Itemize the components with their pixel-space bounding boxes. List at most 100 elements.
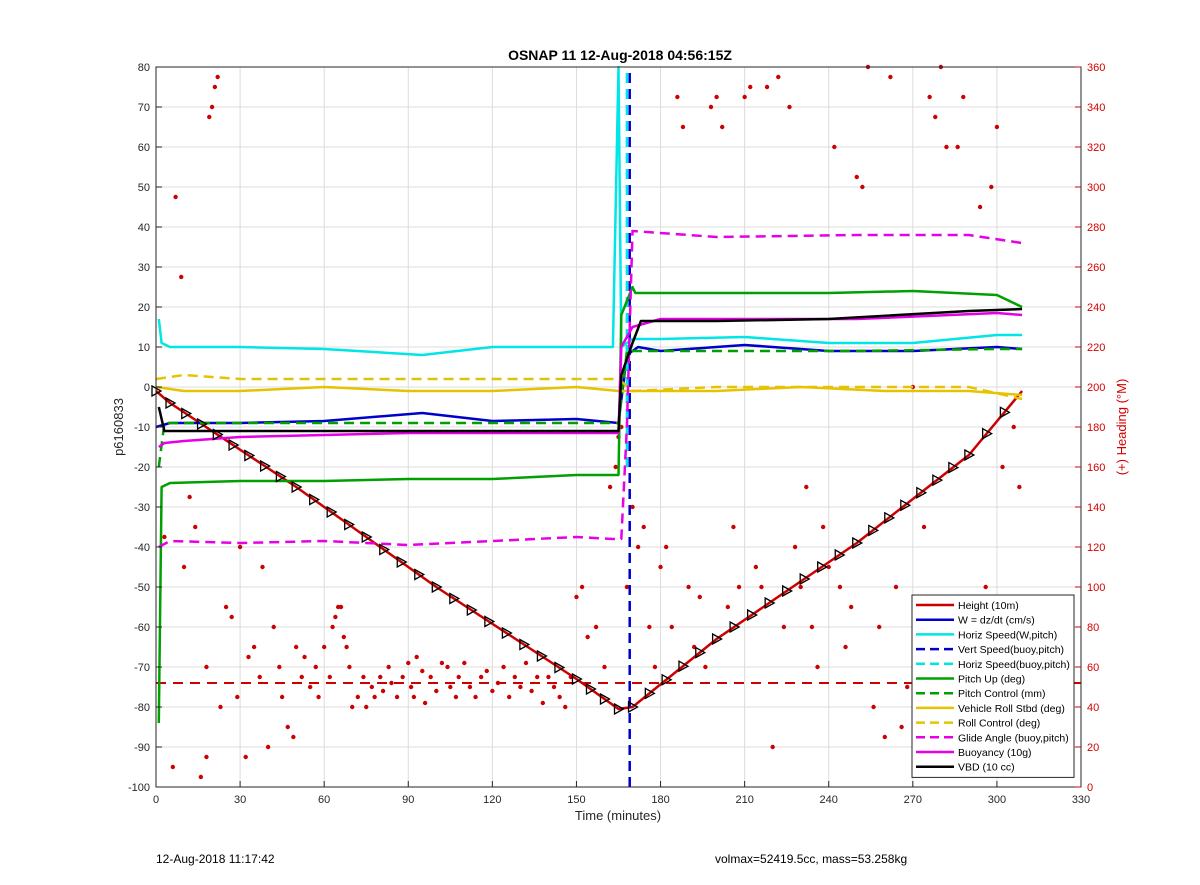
height-marker bbox=[326, 505, 338, 519]
heading-point bbox=[246, 654, 251, 660]
legend-label: Glide Angle (buoy,pitch) bbox=[958, 732, 1069, 744]
height-marker bbox=[782, 584, 794, 598]
heading-point bbox=[361, 674, 366, 680]
legend-label: Pitch Up (deg) bbox=[958, 674, 1025, 686]
legend-label: Vert Speed(buoy,pitch) bbox=[958, 644, 1064, 656]
footer-mass-info: volmax=52419.5cc, mass=53.258kg bbox=[715, 852, 908, 866]
heading-point bbox=[170, 764, 176, 770]
legend-box bbox=[911, 594, 1075, 778]
heading-point bbox=[291, 734, 296, 740]
height-marker bbox=[379, 543, 391, 556]
heading-point bbox=[518, 684, 523, 690]
height-marker bbox=[916, 486, 928, 499]
heading-point bbox=[736, 584, 742, 590]
heading-point bbox=[764, 84, 770, 90]
y-tick-label: -90 bbox=[134, 742, 150, 754]
heading-point bbox=[235, 694, 240, 700]
heading-point bbox=[414, 654, 419, 660]
heading-point bbox=[187, 494, 192, 500]
height-marker bbox=[729, 620, 741, 634]
heading-point bbox=[501, 664, 506, 670]
heading-point bbox=[467, 684, 473, 690]
y-tick-label: -30 bbox=[134, 502, 150, 514]
heading-point bbox=[428, 674, 433, 680]
heading-point bbox=[406, 660, 411, 666]
heading-point bbox=[251, 644, 257, 650]
series-lines bbox=[155, 65, 1081, 787]
heading-point bbox=[748, 84, 753, 90]
heading-point bbox=[506, 694, 512, 700]
heading-point bbox=[380, 688, 386, 694]
heading-point bbox=[1017, 484, 1022, 490]
heading-point bbox=[607, 484, 613, 490]
heading-point bbox=[277, 664, 282, 670]
heading-point bbox=[330, 624, 335, 630]
heading-point bbox=[675, 94, 680, 100]
heading-point bbox=[613, 464, 618, 470]
x-tick-label: 300 bbox=[988, 794, 1006, 806]
heading-point bbox=[355, 694, 361, 700]
heading-point bbox=[787, 104, 792, 110]
height-marker bbox=[948, 461, 960, 474]
heading-point bbox=[574, 594, 579, 600]
heading-point bbox=[635, 544, 641, 550]
y2-tick-label: 360 bbox=[1087, 62, 1105, 74]
heading-point bbox=[321, 644, 327, 650]
legend: Height (10m) W = dz/dt (cm/s) Horiz Speed(… bbox=[911, 594, 1075, 778]
x-tick-label: 0 bbox=[153, 794, 159, 806]
heading-point bbox=[593, 624, 599, 630]
x-tick-label: 120 bbox=[483, 794, 501, 806]
heading-point bbox=[204, 664, 209, 670]
heading-point bbox=[439, 660, 445, 666]
legend-label: Height (10m) bbox=[958, 600, 1019, 612]
chart-title: OSNAP 11 12-Aug-2018 04:56:15Z bbox=[508, 47, 732, 63]
heading-point bbox=[420, 668, 425, 674]
y2-axis-label: (+) Heading (°M) bbox=[1114, 379, 1129, 476]
heading-point bbox=[400, 674, 405, 680]
heading-point bbox=[408, 684, 414, 690]
heading-point bbox=[977, 204, 983, 210]
height-marker bbox=[536, 649, 548, 663]
heading-point bbox=[652, 664, 658, 670]
height-marker bbox=[275, 470, 287, 483]
height-marker bbox=[834, 548, 846, 562]
y2-tick-label: 240 bbox=[1087, 302, 1105, 314]
height-marker bbox=[817, 560, 829, 574]
heading-point bbox=[641, 524, 646, 530]
heading-point bbox=[792, 544, 798, 550]
height-marker bbox=[449, 592, 461, 605]
legend-label: Vehicle Roll Stbd (deg) bbox=[958, 703, 1065, 715]
heading-point bbox=[854, 174, 859, 180]
height-marker bbox=[228, 438, 240, 452]
y2-tick-label: 80 bbox=[1087, 622, 1099, 634]
heading-point bbox=[624, 584, 630, 590]
height-marker bbox=[900, 499, 912, 512]
heading-point bbox=[162, 534, 167, 540]
heading-point bbox=[313, 664, 318, 670]
heading-point bbox=[181, 564, 187, 570]
heading-point bbox=[378, 674, 383, 680]
y2-tick-label: 320 bbox=[1087, 142, 1105, 154]
height-marker bbox=[244, 449, 256, 462]
height-marker bbox=[466, 603, 478, 617]
height-marker bbox=[627, 700, 639, 714]
heading-point bbox=[389, 680, 394, 686]
heading-point bbox=[579, 584, 585, 590]
height-marker bbox=[711, 632, 723, 646]
heading-point bbox=[882, 734, 887, 740]
height-marker bbox=[259, 459, 271, 473]
heading-point bbox=[669, 624, 674, 630]
heading-point bbox=[173, 194, 178, 200]
heading-point bbox=[876, 624, 882, 630]
heading-point bbox=[921, 524, 927, 530]
heading-point bbox=[243, 754, 248, 760]
y2-tick-label: 180 bbox=[1087, 422, 1105, 434]
heading-point bbox=[279, 694, 285, 700]
x-tick-label: 150 bbox=[567, 794, 585, 806]
legend-label: Buoyancy (10g) bbox=[958, 747, 1032, 759]
heading-point bbox=[327, 674, 332, 680]
heading-point bbox=[955, 144, 960, 150]
heading-point bbox=[551, 684, 557, 690]
heading-point bbox=[630, 504, 635, 510]
heading-point bbox=[229, 614, 234, 620]
